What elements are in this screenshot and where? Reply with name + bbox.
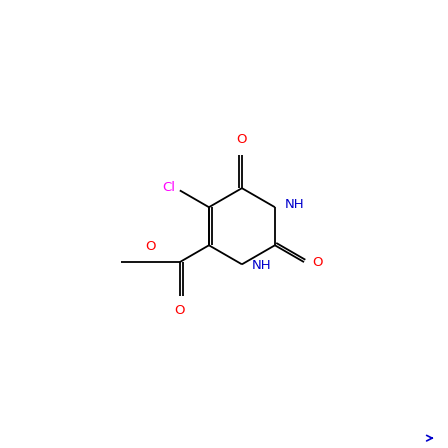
Text: O: O	[145, 240, 156, 253]
Text: O: O	[175, 304, 185, 317]
Text: NH: NH	[285, 198, 304, 211]
Text: Cl: Cl	[162, 181, 175, 194]
Text: O: O	[237, 134, 247, 146]
Text: O: O	[312, 255, 323, 269]
Text: NH: NH	[252, 259, 271, 272]
